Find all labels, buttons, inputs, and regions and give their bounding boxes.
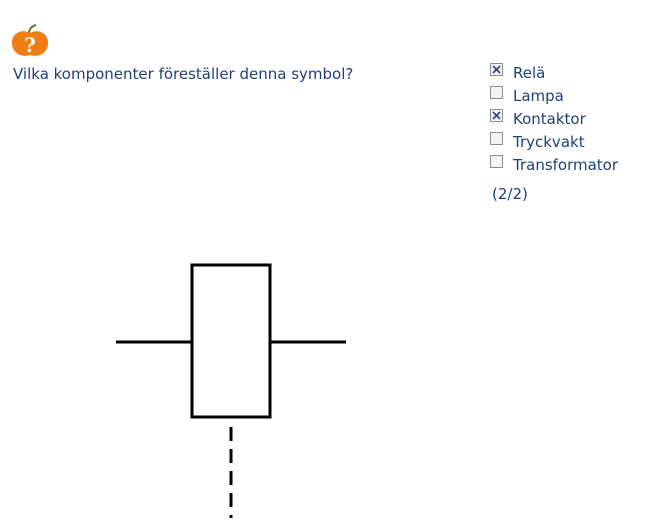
checkbox-rela[interactable] <box>490 63 503 76</box>
option-label: Lampa <box>513 86 564 105</box>
question-glyph: ? <box>24 33 36 57</box>
checkbox-lampa[interactable] <box>490 86 503 99</box>
checked-x-icon <box>492 65 501 74</box>
relay-coil-symbol <box>116 263 346 518</box>
option-label: Transformator <box>513 155 619 174</box>
symbol-coil-box <box>190 263 272 419</box>
question-text: Vilka komponenter föreställer denna symb… <box>13 65 354 83</box>
option-lampa[interactable]: Lampa <box>490 84 650 107</box>
option-label: Tryckvakt <box>513 132 585 151</box>
apple-stem <box>28 24 37 34</box>
score-indicator: (2/2) <box>492 185 528 203</box>
question-mark-apple-icon: ? <box>12 24 48 57</box>
option-rela[interactable]: Relä <box>490 61 650 84</box>
checkbox-transformator[interactable] <box>490 155 503 168</box>
checked-x-icon <box>492 111 501 120</box>
apple-body <box>12 31 48 56</box>
option-label: Relä <box>513 63 546 82</box>
checkbox-tryckvakt[interactable] <box>490 132 503 145</box>
answer-options: Relä Lampa Kontaktor Tryckvakt Transform… <box>490 61 650 176</box>
option-kontaktor[interactable]: Kontaktor <box>490 107 650 130</box>
option-transformator[interactable]: Transformator <box>490 153 650 176</box>
option-tryckvakt[interactable]: Tryckvakt <box>490 130 650 153</box>
option-label: Kontaktor <box>513 109 586 128</box>
checkbox-kontaktor[interactable] <box>490 109 503 122</box>
